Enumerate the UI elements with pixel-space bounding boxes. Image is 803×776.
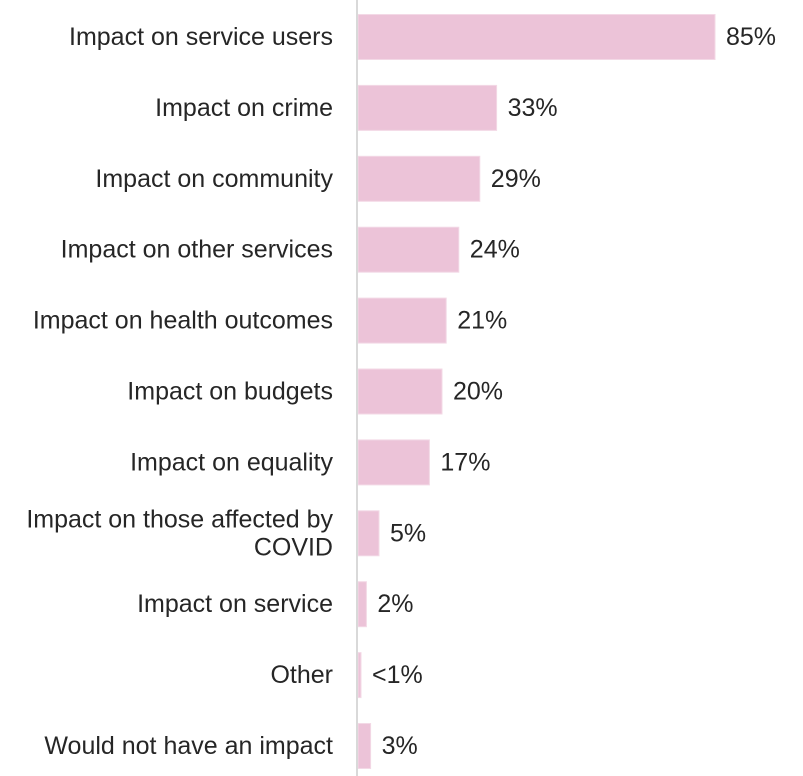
- bar-9: [357, 652, 362, 699]
- bar-8: [357, 581, 367, 628]
- value-label-7: 5%: [390, 519, 426, 547]
- category-label-line: COVID: [254, 533, 333, 561]
- category-label-0: Impact on service users: [69, 23, 333, 51]
- value-label-6: 17%: [440, 448, 490, 476]
- category-label-2: Impact on community: [95, 165, 333, 193]
- category-label-line: Impact on service users: [69, 23, 333, 51]
- category-label-line: Impact on community: [95, 165, 333, 193]
- category-label-4: Impact on health outcomes: [33, 307, 333, 335]
- category-label-line: Impact on budgets: [127, 378, 333, 406]
- category-label-6: Impact on equality: [130, 448, 333, 476]
- bars-group: [357, 14, 716, 769]
- value-label-10: 3%: [382, 732, 418, 760]
- category-label-line: Impact on service: [137, 590, 333, 618]
- value-label-5: 20%: [453, 378, 503, 406]
- bar-0: [357, 14, 716, 60]
- value-label-9: <1%: [372, 661, 423, 689]
- category-labels-group: Impact on service users Impact on crime Im…: [26, 23, 333, 760]
- category-label-10: Would not have an impact: [44, 732, 333, 760]
- value-label-2: 29%: [491, 165, 541, 193]
- category-label-5: Impact on budgets: [127, 378, 333, 406]
- bar-4: [357, 297, 447, 344]
- value-label-8: 2%: [377, 590, 413, 618]
- category-label-line: Impact on equality: [130, 448, 333, 476]
- category-label-7: Impact on those affected by COVID: [26, 505, 333, 561]
- value-labels-group: 85% 33% 29% 24% 21% 20% 17% 5% 2% <1% 3%: [372, 23, 776, 760]
- bar-3: [357, 226, 460, 273]
- value-label-0: 85%: [726, 23, 776, 51]
- bar-7: [357, 510, 380, 557]
- bar-6: [357, 439, 430, 486]
- category-label-line: Would not have an impact: [44, 732, 333, 760]
- category-label-line: Impact on those affected by: [26, 505, 333, 533]
- bar-5: [357, 368, 443, 415]
- category-label-9: Other: [270, 661, 333, 689]
- value-label-1: 33%: [508, 94, 558, 122]
- category-label-line: Impact on health outcomes: [33, 307, 333, 335]
- bar-1: [357, 84, 498, 131]
- category-label-1: Impact on crime: [155, 94, 333, 122]
- value-label-3: 24%: [470, 236, 520, 264]
- category-label-line: Impact on other services: [61, 236, 333, 264]
- bar-10: [357, 723, 372, 769]
- category-label-3: Impact on other services: [61, 236, 333, 264]
- category-label-line: Impact on crime: [155, 94, 333, 122]
- category-label-8: Impact on service: [137, 590, 333, 618]
- value-label-4: 21%: [457, 307, 507, 335]
- category-label-line: Other: [270, 661, 333, 689]
- bar-2: [357, 155, 481, 202]
